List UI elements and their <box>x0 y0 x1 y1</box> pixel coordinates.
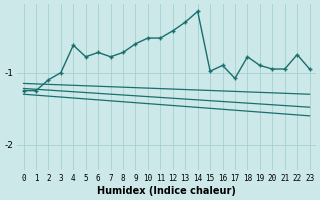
X-axis label: Humidex (Indice chaleur): Humidex (Indice chaleur) <box>97 186 236 196</box>
